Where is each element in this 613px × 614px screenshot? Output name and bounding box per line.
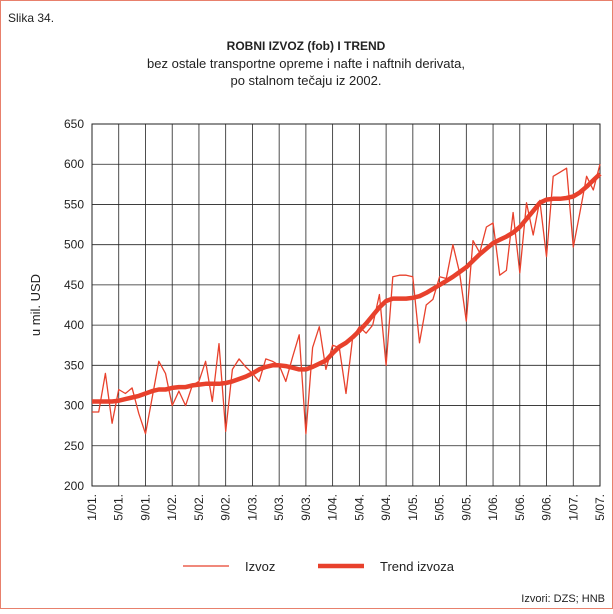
x-tick-label: 1/07. (566, 494, 580, 521)
x-tick-label: 1/05. (406, 494, 420, 521)
x-tick-label: 9/03. (299, 494, 313, 521)
x-tick-label: 5/03. (272, 494, 286, 521)
x-tick-label: 9/02. (219, 494, 233, 521)
legend-label: Trend izvoza (380, 559, 455, 574)
chart-subtitle: bez ostale transportne opreme i nafte i … (147, 56, 465, 71)
chart-title: ROBNI IZVOZ (fob) I TREND (227, 39, 386, 53)
y-tick-label: 200 (64, 479, 84, 493)
x-tick-label: 1/04. (326, 494, 340, 521)
x-tick-label: 5/04. (352, 494, 366, 521)
legend-label: Izvoz (245, 559, 275, 574)
x-tick-label: 5/02. (192, 494, 206, 521)
x-tick-label: 1/03. (245, 494, 259, 521)
figure-label: Slika 34. (8, 11, 54, 25)
y-tick-label: 300 (64, 399, 84, 413)
x-tick-label: 9/06. (540, 494, 554, 521)
x-tick-label: 1/01. (85, 494, 99, 521)
x-tick-label: 1/06. (486, 494, 500, 521)
x-tick-label: 9/01. (138, 494, 152, 521)
x-tick-label: 5/07. (593, 494, 607, 521)
chart-subtitle: po stalnom tečaju iz 2002. (230, 73, 381, 88)
source: Izvori: DZS; HNB (521, 593, 605, 605)
y-tick-label: 400 (64, 318, 84, 332)
y-axis-label: u mil. USD (28, 274, 43, 336)
y-tick-label: 500 (64, 238, 84, 252)
y-tick-label: 550 (64, 197, 84, 211)
y-tick-label: 350 (64, 358, 84, 372)
y-tick-label: 450 (64, 278, 84, 292)
x-tick-label: 5/01. (112, 494, 126, 521)
x-tick-label: 5/05. (433, 494, 447, 521)
y-tick-label: 250 (64, 439, 84, 453)
x-tick-label: 9/05. (459, 494, 473, 521)
y-tick-label: 600 (64, 157, 84, 171)
x-tick-label: 1/02. (165, 494, 179, 521)
series-line (92, 172, 602, 404)
plot-frame (91, 123, 601, 487)
x-tick-label: 9/04. (379, 494, 393, 521)
x-tick-label: 5/06. (513, 494, 527, 521)
y-tick-label: 650 (64, 117, 84, 131)
